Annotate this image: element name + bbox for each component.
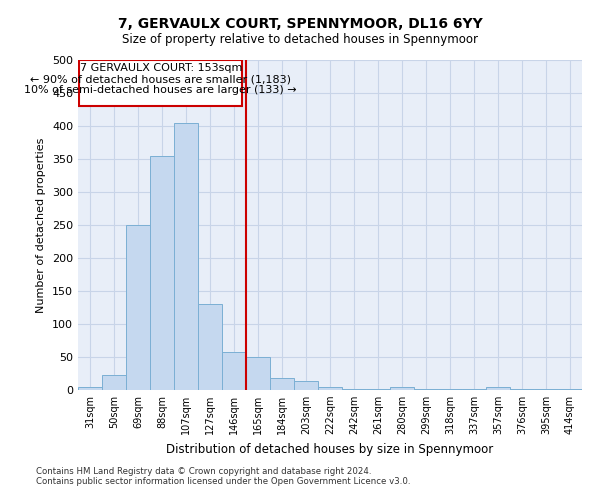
Bar	[294, 381, 318, 390]
Bar	[390, 386, 414, 390]
Bar	[558, 388, 582, 390]
Bar	[510, 388, 534, 390]
Text: 10% of semi-detached houses are larger (133) →: 10% of semi-detached houses are larger (…	[25, 86, 297, 96]
Bar	[486, 386, 510, 390]
X-axis label: Distribution of detached houses by size in Spennymoor: Distribution of detached houses by size …	[166, 442, 494, 456]
Bar	[78, 386, 102, 390]
Bar	[222, 352, 246, 390]
Text: Contains public sector information licensed under the Open Government Licence v3: Contains public sector information licen…	[36, 477, 410, 486]
Bar	[318, 386, 342, 390]
Bar	[102, 376, 126, 390]
Text: ← 90% of detached houses are smaller (1,183): ← 90% of detached houses are smaller (1,…	[31, 74, 292, 84]
Text: Contains HM Land Registry data © Crown copyright and database right 2024.: Contains HM Land Registry data © Crown c…	[36, 467, 371, 476]
Bar	[150, 156, 174, 390]
Bar	[414, 388, 438, 390]
Bar	[342, 388, 366, 390]
Bar	[534, 388, 558, 390]
Text: Size of property relative to detached houses in Spennymoor: Size of property relative to detached ho…	[122, 32, 478, 46]
Bar	[270, 378, 294, 390]
Bar	[174, 122, 198, 390]
Bar	[126, 225, 150, 390]
Polygon shape	[79, 60, 242, 106]
Bar	[438, 388, 462, 390]
Text: 7 GERVAULX COURT: 153sqm: 7 GERVAULX COURT: 153sqm	[80, 63, 242, 73]
Y-axis label: Number of detached properties: Number of detached properties	[37, 138, 46, 312]
Text: 7, GERVAULX COURT, SPENNYMOOR, DL16 6YY: 7, GERVAULX COURT, SPENNYMOOR, DL16 6YY	[118, 18, 482, 32]
Bar	[462, 388, 486, 390]
Bar	[366, 388, 390, 390]
Bar	[246, 357, 270, 390]
Bar	[198, 304, 222, 390]
